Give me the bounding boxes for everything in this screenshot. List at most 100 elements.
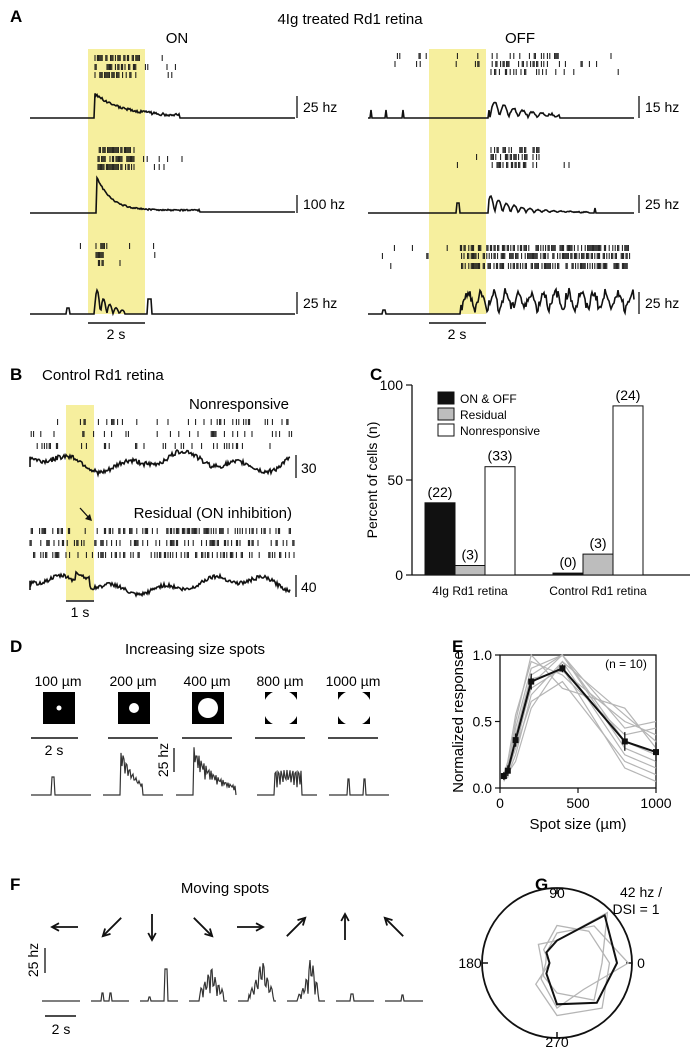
panel-a-on-scale-3: 25 hz xyxy=(303,295,337,311)
panel-e-letter: E xyxy=(452,637,463,656)
mean-point xyxy=(512,737,519,744)
panel-f-time-label: 2 s xyxy=(52,1021,71,1037)
panel-b-rasters xyxy=(29,419,295,558)
spike-raster-row xyxy=(30,528,291,534)
arrow-right-icon xyxy=(237,922,265,932)
polar-angle-270: 270 xyxy=(545,1034,569,1050)
legend-entry: ON & OFF xyxy=(460,392,517,406)
panel-a-off-label: OFF xyxy=(505,30,535,47)
spot-stimulus-disk xyxy=(263,690,299,726)
y-tick-label: 1.0 xyxy=(473,647,493,663)
panel-d-title: Increasing size spots xyxy=(125,641,265,658)
y-tick-label: 50 xyxy=(387,472,403,488)
rate-trace xyxy=(140,968,178,1002)
polar-angle-180: 180 xyxy=(458,955,482,971)
legend-swatch xyxy=(437,407,455,421)
rate-trace xyxy=(30,287,295,317)
panel-a-on-scale-2: 100 hz xyxy=(303,196,345,212)
polar-angle-90: 90 xyxy=(549,885,565,901)
panel-a-letter: A xyxy=(10,7,22,26)
spike-raster-row xyxy=(98,147,135,153)
spike-raster-row xyxy=(94,72,173,78)
panel-c-letter: C xyxy=(370,365,382,384)
panel-d: D Increasing size spots 100 µm 200 µm 400 … xyxy=(10,637,389,796)
panel-a-rasters xyxy=(79,53,631,269)
spike-raster-row xyxy=(36,443,271,449)
spike-raster-row xyxy=(94,64,176,70)
rate-trace xyxy=(238,963,276,1002)
panel-b-time-label: 1 s xyxy=(71,604,90,620)
arrow-up-icon xyxy=(340,912,350,940)
rate-trace xyxy=(368,194,634,215)
spot-stimulus-disk xyxy=(198,698,218,718)
rate-trace xyxy=(30,93,295,119)
spot-size-label: 1000 µm xyxy=(326,673,381,689)
spike-raster-row xyxy=(79,243,155,249)
panel-a-traces xyxy=(30,93,635,317)
mean-tuning-polygon xyxy=(545,913,619,1006)
spike-raster-row xyxy=(393,245,629,251)
panel-a: A 4Ig treated Rd1 retina ON OFF 25 hz 10… xyxy=(10,7,679,342)
spike-raster-row xyxy=(57,419,289,425)
mean-point xyxy=(621,738,628,745)
y-axis-label: Percent of cells (n) xyxy=(364,422,380,539)
spike-raster-row xyxy=(490,69,619,75)
bar xyxy=(552,572,584,576)
panel-a-off-scale-1: 15 hz xyxy=(645,99,679,115)
rate-trace xyxy=(29,570,291,598)
panel-a-off-scale-3: 25 hz xyxy=(645,295,679,311)
spike-raster-row xyxy=(456,162,570,168)
spike-raster-row xyxy=(390,263,628,269)
cell-tuning-polygon xyxy=(540,925,630,1009)
panel-d-spots: 100 µm 200 µm 400 µm 800 µm 1000 µm xyxy=(35,673,381,739)
mean-point xyxy=(528,678,535,685)
rate-trace xyxy=(368,287,635,316)
rate-trace xyxy=(91,992,129,1002)
panel-b-stimulus xyxy=(66,405,94,600)
panel-b-scale-bottom: 40 xyxy=(301,579,317,595)
spot-size-label: 800 µm xyxy=(257,673,304,689)
bar xyxy=(612,405,644,576)
legend-swatch xyxy=(437,423,455,437)
spike-raster-row xyxy=(29,540,295,546)
cell-tuning-polygon xyxy=(535,924,611,1017)
individual-cell-line xyxy=(503,654,657,781)
y-axis-label: Normalized response xyxy=(450,651,467,793)
rate-trace xyxy=(336,993,374,1002)
panel-a-title: 4Ig treated Rd1 retina xyxy=(277,11,423,28)
panel-b-title: Control Rd1 retina xyxy=(42,367,164,384)
rate-trace xyxy=(385,994,423,1002)
panel-a-on-time-label: 2 s xyxy=(107,326,126,342)
panel-e-n-label: (n = 10) xyxy=(605,657,647,671)
spot-stimulus-disk xyxy=(129,703,139,713)
panel-c: C 0 50 100 Percent of cells (n) (22) (3) (33) 4… xyxy=(364,365,690,598)
panel-b-traces xyxy=(29,448,291,598)
spike-raster-row xyxy=(490,147,540,153)
x-tick-label: 0 xyxy=(496,795,504,811)
spike-raster-row xyxy=(33,552,295,558)
arrow-up-right-icon xyxy=(286,916,307,937)
panel-a-on-scale-1: 25 hz xyxy=(303,99,337,115)
rate-trace xyxy=(103,752,163,796)
spot-size-label: 200 µm xyxy=(110,673,157,689)
rate-trace xyxy=(329,778,389,796)
bar-data-label: (0) xyxy=(559,554,576,570)
bar-data-label: (33) xyxy=(488,448,513,464)
panel-a-on-scalebars: 25 hz 100 hz 25 hz xyxy=(296,96,345,314)
panel-b-arrowhead-icon xyxy=(85,514,92,521)
panel-d-time-label: 2 s xyxy=(45,742,64,758)
x-tick-label: 500 xyxy=(566,795,590,811)
panel-a-off-scalebars: 15 hz 25 hz 25 hz xyxy=(638,96,679,314)
arrow-left-icon xyxy=(50,922,78,932)
bar xyxy=(424,502,456,576)
arrow-up-left-icon xyxy=(383,916,404,937)
spike-raster-row xyxy=(97,260,121,266)
rate-trace xyxy=(368,101,634,120)
spike-raster-row xyxy=(97,156,183,162)
legend-entry: Nonresponsive xyxy=(460,424,540,438)
bar-data-label: (24) xyxy=(616,387,641,403)
rate-trace xyxy=(176,747,237,796)
legend-entry: Residual xyxy=(460,408,507,422)
bar xyxy=(454,565,486,576)
mean-point xyxy=(559,665,566,672)
